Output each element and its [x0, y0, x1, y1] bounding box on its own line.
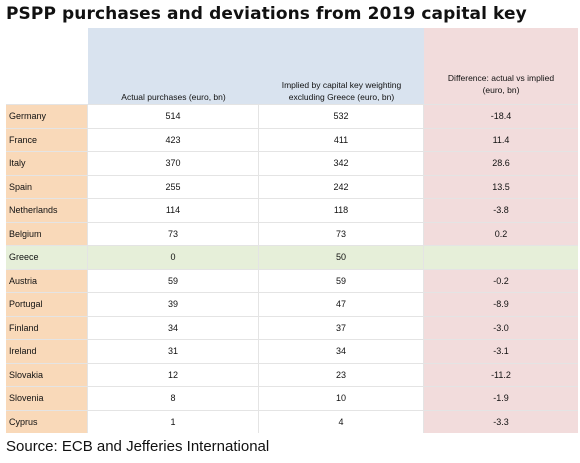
table-body: Germany 514 532 -18.4 France 423 411 11.4 Italy 3…: [6, 104, 578, 433]
header-implied: Implied by capital key weighting excludi…: [259, 28, 424, 104]
cell-country: Slovenia: [6, 387, 88, 410]
header-country: [6, 28, 88, 104]
cell-implied: 73: [259, 222, 424, 245]
cell-difference: [424, 246, 578, 269]
cell-actual: 31: [88, 340, 259, 363]
cell-actual: 73: [88, 222, 259, 245]
header-implied-line2: excluding Greece (euro, bn): [288, 92, 395, 102]
cell-actual: 39: [88, 293, 259, 316]
table-row: Italy 370 342 28.6: [6, 151, 578, 175]
table-row: Slovakia 12 23 -11.2: [6, 362, 578, 386]
table-header: Actual purchases (euro, bn) Implied by c…: [6, 28, 578, 104]
cell-country: Germany: [6, 105, 88, 128]
cell-difference: -18.4: [424, 105, 578, 128]
table-row: Slovenia 8 10 -1.9: [6, 386, 578, 410]
table-row: Finland 34 37 -3.0: [6, 315, 578, 339]
cell-country: Austria: [6, 269, 88, 292]
table-row: Belgium 73 73 0.2: [6, 221, 578, 245]
cell-difference: -3.8: [424, 199, 578, 222]
cell-actual: 514: [88, 105, 259, 128]
header-actual: Actual purchases (euro, bn): [88, 28, 259, 104]
cell-implied: 34: [259, 340, 424, 363]
cell-difference: 28.6: [424, 152, 578, 175]
cell-actual: 114: [88, 199, 259, 222]
cell-actual: 12: [88, 363, 259, 386]
cell-difference: 13.5: [424, 175, 578, 198]
cell-difference: 0.2: [424, 222, 578, 245]
cell-actual: 370: [88, 152, 259, 175]
table-row: France 423 411 11.4: [6, 127, 578, 151]
cell-implied: 59: [259, 269, 424, 292]
cell-country: Ireland: [6, 340, 88, 363]
cell-difference: -3.1: [424, 340, 578, 363]
cell-country: Greece: [6, 246, 88, 269]
header-implied-label: Implied by capital key weighting excludi…: [282, 79, 402, 103]
cell-difference: -11.2: [424, 363, 578, 386]
cell-actual: 59: [88, 269, 259, 292]
cell-implied: 37: [259, 316, 424, 339]
cell-implied: 342: [259, 152, 424, 175]
table-row: Spain 255 242 13.5: [6, 174, 578, 198]
cell-country: Italy: [6, 152, 88, 175]
cell-actual: 255: [88, 175, 259, 198]
cell-implied: 242: [259, 175, 424, 198]
cell-actual: 34: [88, 316, 259, 339]
table-row: Netherlands 114 118 -3.8: [6, 198, 578, 222]
table-row: Ireland 31 34 -3.1: [6, 339, 578, 363]
header-implied-line1: Implied by capital key weighting: [281, 80, 402, 90]
header-difference-line2: (euro, bn): [482, 85, 520, 95]
cell-implied: 23: [259, 363, 424, 386]
header-actual-label: Actual purchases (euro, bn): [121, 92, 226, 102]
cell-actual: 8: [88, 387, 259, 410]
table-row: Greece 0 50: [6, 245, 578, 269]
cell-country: Portugal: [6, 293, 88, 316]
cell-country: Slovakia: [6, 363, 88, 386]
cell-implied: 532: [259, 105, 424, 128]
cell-difference: -3.3: [424, 410, 578, 433]
pspp-table: Actual purchases (euro, bn) Implied by c…: [6, 28, 578, 433]
header-difference-line1: Difference: actual vs implied: [447, 73, 555, 83]
table-row: Cyprus 1 4 -3.3: [6, 409, 578, 433]
source-note: Source: ECB and Jefferies International: [6, 438, 270, 455]
cell-implied: 10: [259, 387, 424, 410]
cell-implied: 47: [259, 293, 424, 316]
cell-country: France: [6, 128, 88, 151]
table-row: Germany 514 532 -18.4: [6, 104, 578, 128]
cell-implied: 118: [259, 199, 424, 222]
header-difference-label: Difference: actual vs implied (euro, bn): [448, 72, 554, 96]
table-row: Austria 59 59 -0.2: [6, 268, 578, 292]
cell-implied: 411: [259, 128, 424, 151]
cell-actual: 423: [88, 128, 259, 151]
cell-difference: 11.4: [424, 128, 578, 151]
cell-difference: -3.0: [424, 316, 578, 339]
cell-actual: 0: [88, 246, 259, 269]
cell-implied: 50: [259, 246, 424, 269]
cell-country: Spain: [6, 175, 88, 198]
cell-country: Finland: [6, 316, 88, 339]
cell-implied: 4: [259, 410, 424, 433]
cell-difference: -0.2: [424, 269, 578, 292]
cell-country: Belgium: [6, 222, 88, 245]
cell-country: Netherlands: [6, 199, 88, 222]
cell-country: Cyprus: [6, 410, 88, 433]
cell-actual: 1: [88, 410, 259, 433]
cell-difference: -8.9: [424, 293, 578, 316]
cell-difference: -1.9: [424, 387, 578, 410]
table-row: Portugal 39 47 -8.9: [6, 292, 578, 316]
page-title: PSPP purchases and deviations from 2019 …: [6, 4, 527, 24]
header-difference: Difference: actual vs implied (euro, bn): [424, 28, 578, 104]
